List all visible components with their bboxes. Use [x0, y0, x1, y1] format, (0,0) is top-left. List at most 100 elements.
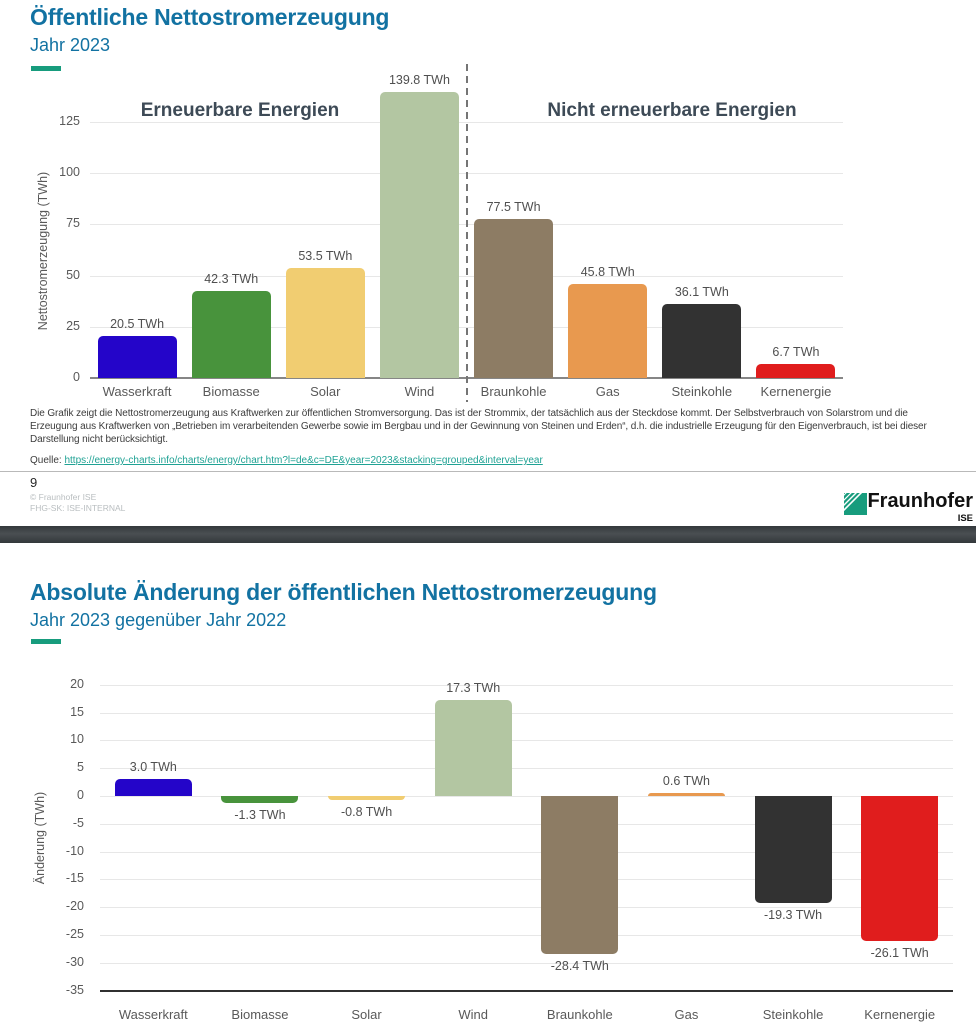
bar-steinkohle [754, 796, 832, 904]
bar-biomasse [191, 291, 271, 378]
bar-biomasse [221, 796, 299, 804]
bar-braunkohle [541, 796, 619, 955]
y-tick-label: 75 [66, 216, 80, 231]
bar-value-label: 36.1 TWh [674, 285, 729, 300]
category-label: Wind [404, 384, 435, 399]
category-label: Gas [595, 384, 620, 399]
slide1-subtitle: Jahr 2023 [30, 35, 111, 55]
bar-value-label: -0.8 TWh [340, 805, 393, 820]
slide-1: Öffentliche Nettostromerzeugung Jahr 202… [0, 0, 976, 528]
slide-separator-bar [0, 526, 976, 543]
bar-kernenergie [756, 364, 836, 378]
group-label-0: Erneuerbare Energien [140, 100, 340, 121]
gridline [100, 851, 953, 853]
page-number: 9 [30, 475, 38, 490]
bar-value-label: 77.5 TWh [486, 200, 541, 215]
gridline [100, 712, 953, 714]
bar-value-label: 42.3 TWh [204, 272, 259, 287]
source-line: Quelle: https://energy-charts.info/chart… [30, 455, 543, 466]
source-label: Quelle: [30, 455, 62, 466]
bar-value-label: 3.0 TWh [129, 760, 177, 775]
gridline [100, 823, 953, 825]
bar-wind [434, 699, 512, 796]
y-tick-label: -10 [65, 843, 84, 858]
bar-value-label: 17.3 TWh [446, 680, 501, 695]
slide2-accent-dash [31, 639, 61, 644]
y-tick-label: 25 [66, 318, 80, 333]
bar-solar [285, 268, 365, 378]
footnote-line-1: Die Grafik zeigt die Nettostromerzeugung… [30, 408, 908, 419]
fraunhofer-logo-wordmark: Fraunhofer [867, 490, 973, 512]
slide1-accent-dash [31, 66, 61, 71]
gridline [100, 796, 953, 797]
footnote-line-2: Erzeugung aus Kraftwerken von „Betrieben… [30, 421, 927, 432]
bar-value-label: 53.5 TWh [298, 249, 353, 264]
renewable-divider-line [465, 64, 468, 402]
bar-gas [647, 792, 725, 796]
bar-wind [379, 91, 459, 378]
bar-wasserkraft [97, 336, 177, 378]
category-label: Wasserkraft [118, 1007, 188, 1022]
y-tick-label: 20 [70, 676, 84, 691]
y-tick-label: -20 [65, 899, 84, 914]
y-tick-label: 0 [77, 788, 84, 802]
footnote-line-3: Darstellung nicht berücksichtigt. [30, 434, 168, 445]
generation-2023-chart: 0 25 50 75 100 125 Nettostromerzeugung (TWh) 20… [0, 0, 976, 405]
bar-value-label: 20.5 TWh [110, 317, 165, 332]
bar-value-label: -26.1 TWh [870, 946, 929, 961]
footer-rule [0, 471, 976, 472]
y-tick-label: -15 [65, 871, 84, 886]
copyright-line-2: FHG-SK: ISE-INTERNAL [30, 503, 126, 513]
y-axis-title: Änderung (TWh) [33, 791, 47, 885]
y-tick-label: 50 [66, 267, 80, 282]
slide2-title: Absolute Änderung der öffentlichen Netto… [30, 579, 657, 605]
category-label: Kernenergie [760, 384, 832, 399]
category-label: Kernenergie [864, 1007, 936, 1022]
y-tick-label: 0 [73, 370, 80, 384]
bar-value-label: 0.6 TWh [662, 773, 710, 788]
category-label: Biomasse [202, 384, 260, 399]
gridline [100, 935, 953, 937]
bar-value-label: -1.3 TWh [234, 808, 286, 823]
bar-value-label: -28.4 TWh [550, 959, 609, 974]
gridline [100, 740, 953, 742]
slide-2: Absolute Änderung der öffentlichen Netto… [0, 547, 976, 1031]
category-label: Biomasse [231, 1007, 289, 1022]
fraunhofer-logo-institute: ISE [957, 513, 973, 524]
x-axis-line [100, 989, 953, 992]
category-label: Braunkohle [480, 384, 547, 399]
source-link[interactable]: https://energy-charts.info/charts/energy… [64, 455, 543, 466]
y-tick-label: 5 [77, 760, 84, 775]
y-tick-label: -25 [65, 927, 84, 942]
group-label-1: Nicht erneuerbare Energien [547, 100, 797, 121]
bar-solar [328, 796, 406, 801]
category-label: Braunkohle [546, 1007, 613, 1022]
category-label: Solar [351, 1007, 382, 1022]
bar-value-label: 45.8 TWh [580, 265, 635, 280]
fraunhofer-logo: Fraunhofer ISE [840, 488, 976, 528]
category-label: Gas [674, 1007, 699, 1022]
bar-steinkohle [662, 304, 742, 378]
slide1-title: Öffentliche Nettostromerzeugung [30, 4, 390, 30]
bar-wasserkraft [114, 779, 192, 796]
bar-value-label: -19.3 TWh [764, 908, 823, 923]
slide2-subtitle: Jahr 2023 gegenüber Jahr 2022 [30, 610, 287, 630]
bar-braunkohle [474, 219, 554, 378]
gridline [100, 879, 953, 881]
category-label: Wind [458, 1007, 488, 1022]
y-tick-label: 15 [70, 704, 84, 719]
y-tick-label: 125 [59, 114, 80, 128]
gridline [100, 768, 953, 770]
gridline [100, 962, 953, 964]
category-label: Steinkohle [671, 384, 733, 399]
y-tick-label: -35 [65, 982, 84, 997]
bar-value-label: 6.7 TWh [772, 345, 820, 360]
category-label: Wasserkraft [102, 384, 172, 399]
gridline [100, 684, 953, 686]
y-tick-label: 10 [70, 732, 84, 747]
bar-gas [568, 284, 648, 378]
bar-kernenergie [861, 796, 939, 942]
y-tick-label: 100 [59, 165, 80, 180]
category-label: Solar [310, 384, 341, 399]
